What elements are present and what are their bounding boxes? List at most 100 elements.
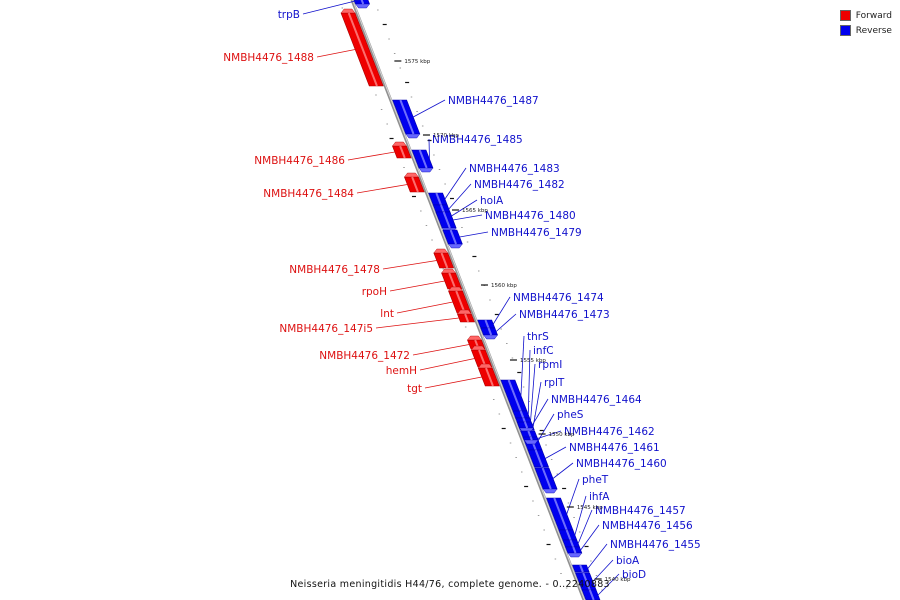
forward-gene-feature[interactable] [470,345,493,368]
gene-label[interactable]: NMBH4476_1457 [595,505,686,517]
leader-line [444,167,467,200]
gene-label[interactable]: NMBH4476_1464 [551,394,642,406]
gene-highlight [449,229,457,245]
gene-label[interactable]: NMBH4476_1486 [254,155,345,167]
gene-label[interactable]: rpmI [538,359,562,371]
forward-gene-feature[interactable] [392,141,412,159]
gene-label[interactable]: rplT [544,377,565,389]
leader-line [577,509,593,544]
gene-label[interactable]: holA [480,195,504,207]
scale-label: 1545 kbp [577,505,603,511]
gene-highlight [582,572,591,591]
forward-gene-feature[interactable] [404,172,425,193]
gene-label[interactable]: NMBH4476_1480 [485,210,576,222]
gene-label[interactable]: NMBH4476_1487 [448,95,539,107]
gene-bevel [441,268,456,274]
gene-label[interactable]: infC [533,345,554,357]
gene-bevel [405,133,421,139]
reverse-gene-feature[interactable] [392,99,421,139]
gene-highlight [484,319,490,329]
reverse-gene-feature[interactable] [565,546,583,558]
gene-highlight [485,367,494,387]
leader-line [580,524,600,551]
gene-label[interactable]: NMBH4476_1485 [432,134,523,146]
gene-label[interactable]: lnt [380,308,394,320]
gene-bevel [542,488,558,494]
gene-highlight [529,436,533,441]
gene-bevel [355,3,370,9]
gene-label[interactable]: trpB [278,9,300,21]
reverse-gene-feature[interactable] [534,467,558,494]
forward-gene-feature[interactable] [448,286,472,314]
legend-forward-label: Forward [855,10,892,21]
gene-bevel [404,172,419,178]
leader-line [592,559,614,582]
gene-highlight [455,290,466,314]
leader-line [347,151,395,161]
leader-line [396,301,453,314]
gene-label[interactable]: NMBH4476_1455 [610,539,701,551]
gene-bevel [392,141,407,147]
leader-line [531,398,549,426]
reverse-gene-feature[interactable] [442,229,463,249]
gene-label[interactable]: bioD [622,569,646,581]
forward-gene-feature[interactable] [456,309,475,323]
gene-label[interactable]: hemH [386,365,417,377]
gene-label[interactable]: NMBH4476_1462 [564,426,655,438]
genome-backbone [350,0,586,600]
leader-line [545,446,567,459]
gene-label[interactable]: NMBH4476_1474 [513,292,604,304]
gene-label[interactable]: thrS [527,331,549,343]
gene-label[interactable]: NMBH4476_1483 [469,163,560,175]
gene-bevel [483,334,498,340]
gene-features [340,0,601,600]
reverse-gene-feature[interactable] [480,327,498,340]
forward-gene-feature[interactable] [340,8,384,87]
gene-highlight [541,467,552,490]
forward-gene-feature[interactable] [441,268,463,290]
legend-reverse: Reverse [839,23,892,38]
gene-label[interactable]: NMBH4476_1472 [319,350,410,362]
gene-label[interactable]: pheT [582,474,609,486]
gene-label[interactable]: NMBH4476_1482 [474,179,565,191]
gene-label[interactable]: NMBH4476_1461 [569,442,660,454]
gene-label[interactable]: NMBH4476_1479 [491,227,582,239]
gene-label[interactable]: NMBH4476_1473 [519,309,610,321]
leader-line [382,260,437,270]
leader-line [537,430,562,439]
gene-highlight [442,211,451,229]
gene-label[interactable]: NMBH4476_1488 [223,52,314,64]
leader-line [495,313,517,332]
leader-line [424,376,482,389]
gene-label[interactable]: rpoH [362,286,387,298]
reverse-gene-feature[interactable] [522,436,539,445]
leader-line [413,99,446,118]
leader-line [419,358,475,371]
forward-gene-feature[interactable] [433,248,455,269]
leader-line [448,183,472,210]
reverse-gene-feature[interactable] [351,0,370,9]
gene-label[interactable]: bioA [616,555,640,567]
gene-label[interactable]: ihfA [589,491,610,503]
gene-label[interactable]: NMBH4476_147i5 [279,323,373,335]
label-leader-lines [302,0,620,596]
gene-bevel [418,167,434,173]
forward-gene-feature[interactable] [477,363,500,387]
gene-label[interactable]: NMBH4476_1460 [576,458,667,470]
reverse-gene-feature[interactable] [581,589,601,600]
gene-bevel [523,439,539,445]
gene-label[interactable]: NMBH4476_1456 [602,520,693,532]
scale-label: 1570 kbp [433,133,459,139]
scale-label: 1565 kbp [462,208,488,214]
leader-line [459,231,489,238]
scale-label: 1555 kbp [520,358,546,364]
gene-label[interactable]: tgt [407,383,422,395]
gene-highlight [435,192,442,206]
gene-label[interactable]: pheS [557,409,584,421]
gene-bevel [433,248,449,254]
gene-label[interactable]: NMBH4476_1484 [263,188,354,200]
gene-label[interactable]: NMBH4476_1478 [289,264,380,276]
reverse-gene-feature[interactable] [411,149,434,173]
gene-highlight [418,149,428,169]
